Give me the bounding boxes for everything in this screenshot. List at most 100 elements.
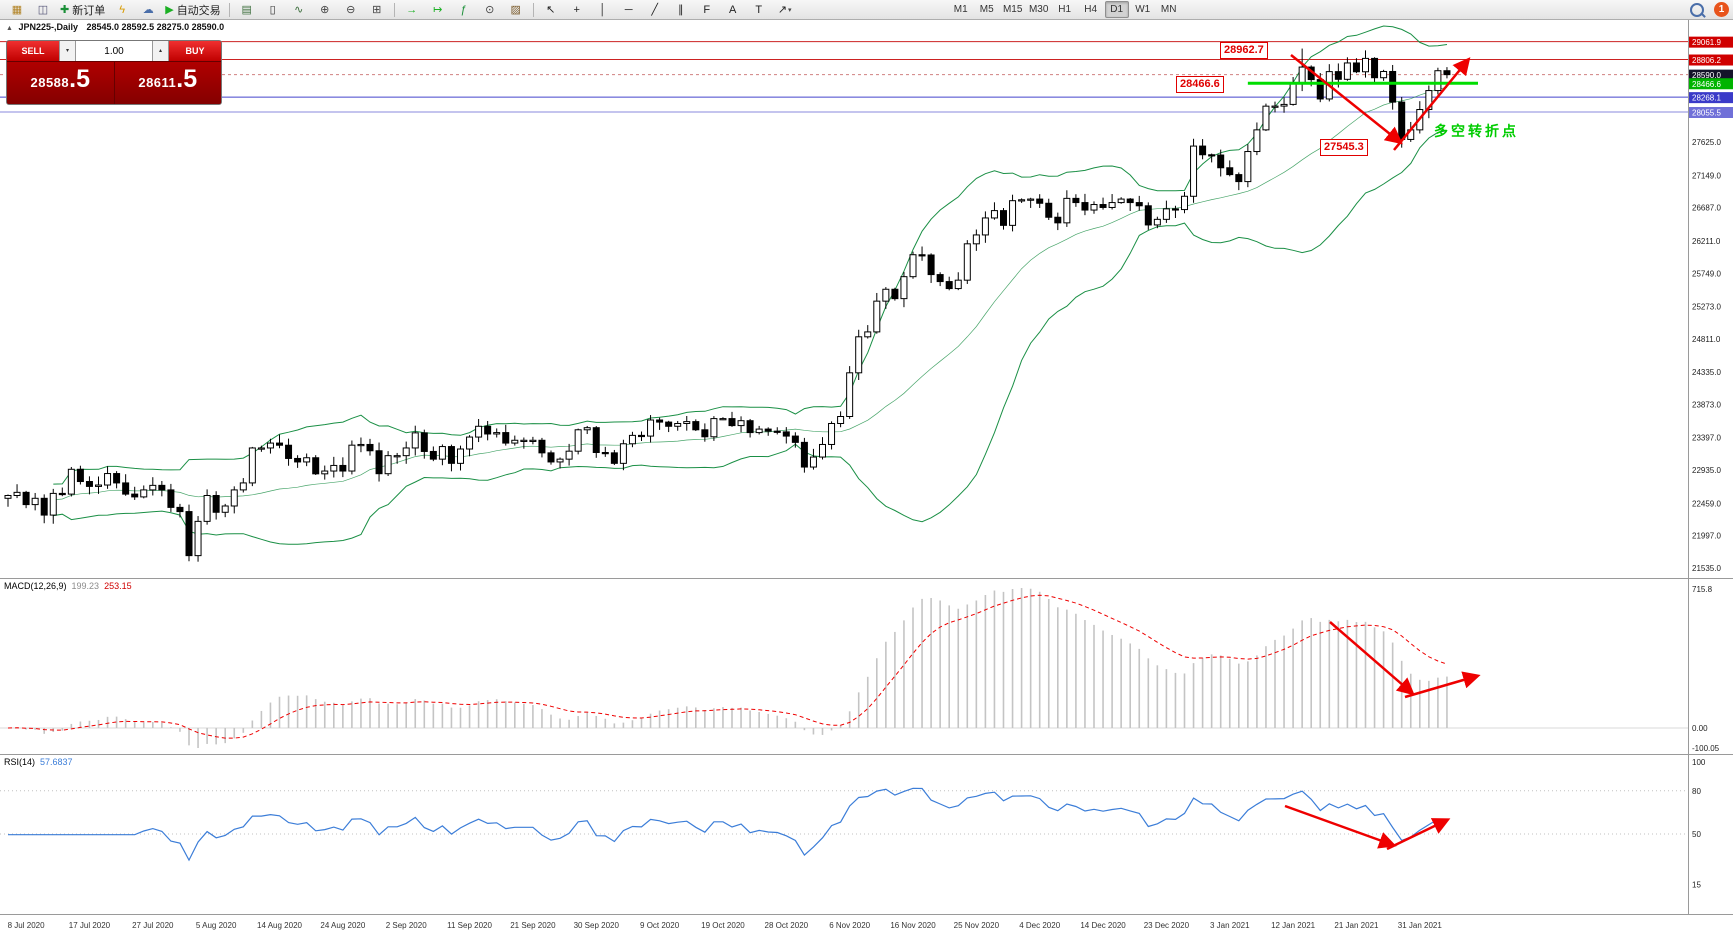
autotrading-button[interactable]: ▶ 自动交易 [162, 1, 223, 19]
crosshair-tool-button[interactable]: + [565, 1, 589, 19]
channel-tool-button[interactable]: ∥ [669, 1, 693, 19]
volume-increase-button[interactable]: ▴ [152, 41, 169, 61]
rsi-up-arrow[interactable] [1386, 818, 1451, 851]
shapes-tool-icon: ↗ [777, 4, 788, 16]
text-tool-button[interactable]: A [721, 1, 745, 19]
periods-button[interactable]: ⊙ [478, 1, 502, 19]
timeframe-button-D1[interactable]: D1 [1104, 1, 1129, 18]
profiles-button[interactable]: ◫ [31, 1, 55, 19]
candle-body [1334, 71, 1342, 80]
vertical-line-tool-button[interactable]: │ [591, 1, 615, 19]
sell-button[interactable]: SELL [7, 41, 59, 61]
timeframe-button-MN[interactable]: MN [1160, 4, 1177, 15]
candle-body [1009, 200, 1017, 226]
rsi-line[interactable] [8, 787, 1448, 862]
candle-body [900, 276, 908, 300]
resistance-price-annotation[interactable]: 28962.7 [1220, 42, 1268, 59]
auto-scroll-button[interactable]: → [400, 1, 424, 19]
candle-body [773, 430, 781, 433]
timeframe-button-M1[interactable]: M1 [953, 4, 968, 15]
date-axis-label: 11 Sep 2020 [447, 921, 492, 930]
new-order-icon: ✚ [60, 4, 70, 16]
timeframe-button-M5[interactable]: M5 [979, 4, 994, 15]
price-axis-label: 26687.0 [1692, 204, 1721, 213]
price-axis-label: 25273.0 [1692, 303, 1721, 312]
indicators-button[interactable]: ƒ [452, 1, 476, 19]
bollinger-upper-band[interactable] [53, 25, 1448, 485]
line-chart-button[interactable]: ∿ [287, 1, 311, 19]
macd-histogram [16, 588, 1448, 748]
candle-body [420, 432, 428, 452]
fibonacci-tool-button[interactable]: F [695, 1, 719, 19]
bollinger-lower-band[interactable] [53, 130, 1448, 545]
chart-shift-button[interactable]: ↦ [426, 1, 450, 19]
candle-body [1208, 154, 1216, 157]
volume-decrease-button[interactable]: ▾ [59, 41, 76, 61]
candle-body [31, 497, 39, 506]
candle-body [1398, 101, 1406, 140]
bar-chart-button[interactable]: ▤ [235, 1, 259, 19]
macd-up-arrow[interactable] [1404, 671, 1481, 699]
swing-low-price-annotation[interactable]: 27545.3 [1320, 139, 1368, 156]
zoom-in-button[interactable]: ⊕ [313, 1, 337, 19]
macd-axis-zero-label: 0.00 [1692, 724, 1708, 733]
cursor-tool-button[interactable]: ↖ [539, 1, 563, 19]
date-axis[interactable]: 8 Jul 2020 17 Jul 2020 27 Jul 2020 5 Aug 20… [8, 921, 1443, 930]
candle-body [746, 420, 754, 434]
volume-input[interactable] [76, 41, 152, 61]
timeframe-button-M15[interactable]: M15 [1002, 4, 1023, 15]
turning-point-text-annotation[interactable]: 多空转折点 [1434, 123, 1519, 139]
horizontal-line-tool-button[interactable]: ─ [617, 1, 641, 19]
date-axis-label: 25 Nov 2020 [954, 921, 1000, 930]
price-axis-badge [1689, 106, 1733, 118]
macd-signal-line[interactable] [7, 594, 1448, 739]
candlestick-chart-button[interactable]: ▯ [261, 1, 285, 19]
shapes-tool-button-dropdown-icon[interactable]: ▾ [788, 6, 792, 14]
line-chart-icon: ∿ [294, 4, 304, 16]
price-axis-badge-label: 28055.5 [1692, 108, 1721, 117]
rsi-down-arrow[interactable] [1284, 804, 1397, 849]
candle-body [366, 443, 374, 452]
candle-body [185, 511, 193, 557]
shapes-tool-button[interactable]: ↗ ▾ [773, 1, 797, 19]
timeframe-button-W1[interactable]: W1 [1135, 4, 1151, 15]
date-axis-label: 28 Oct 2020 [765, 921, 809, 930]
trendline-tool-button[interactable]: ╱ [643, 1, 667, 19]
timeframe-button-H1[interactable]: H1 [1058, 4, 1072, 15]
candle-body [782, 431, 790, 437]
candle-body [601, 452, 609, 455]
candle-body [1235, 174, 1243, 183]
price-axis-label: 24811.0 [1692, 335, 1721, 344]
macd-down-arrow[interactable] [1329, 621, 1415, 696]
candle-body [95, 484, 102, 487]
candle-body [85, 481, 93, 487]
zoom-out-button[interactable]: ⊖ [339, 1, 363, 19]
candlestick-series[interactable] [4, 48, 1451, 562]
macd-signal-value: 253.15 [104, 581, 132, 591]
timeframe-button-H4[interactable]: H4 [1084, 4, 1098, 15]
search-icon[interactable] [1690, 2, 1704, 17]
label-tool-button[interactable]: T [747, 1, 771, 19]
buy-button[interactable]: BUY [169, 41, 221, 61]
sell-price-button[interactable]: 28588 .5 [7, 62, 114, 104]
candle-body [882, 288, 890, 302]
tile-windows-button[interactable]: ⊞ [365, 1, 389, 19]
price-up-arrow[interactable] [1393, 57, 1471, 151]
candle-body [1036, 198, 1044, 204]
candle-body [990, 210, 998, 219]
new-chart-button[interactable]: ▦ [5, 1, 29, 19]
community-button[interactable]: ☁ [136, 1, 160, 19]
support-price-annotation[interactable]: 28466.6 [1176, 76, 1224, 93]
new-order-button[interactable]: ✚ 新订单 [57, 1, 108, 19]
timeframe-button-M30[interactable]: M30 [1028, 4, 1049, 15]
one-click-collapse-icon[interactable]: ▲ [6, 25, 13, 32]
candle-body [638, 434, 645, 438]
buy-price-button[interactable]: 28611 .5 [113, 62, 221, 104]
templates-button[interactable]: ▨ [504, 1, 528, 19]
notification-badge[interactable]: 1 [1714, 2, 1729, 17]
price-down-arrow[interactable] [1290, 54, 1403, 145]
chart-ohlc-header: ▲ JPN225-,Daily 28545.0 28592.5 28275.0 … [6, 22, 224, 32]
metaeditor-button[interactable]: ϟ [110, 1, 134, 19]
